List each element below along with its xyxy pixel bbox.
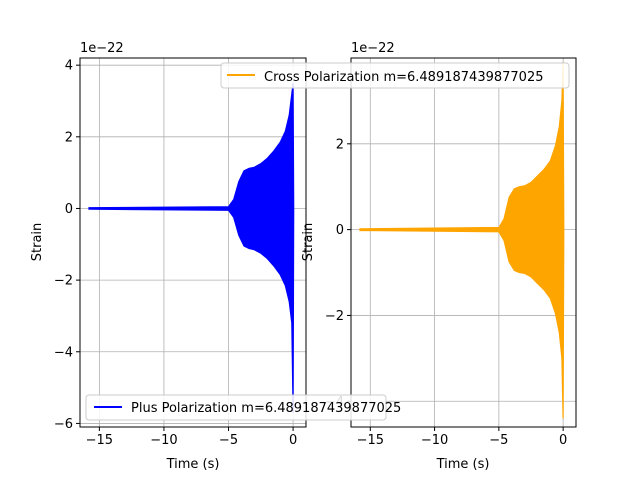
right-x-tick-label: −15	[357, 433, 384, 448]
right-legend-label: Cross Polarization m=6.489187439877025	[264, 70, 543, 85]
right-x-axis-label: Time (s)	[436, 457, 490, 472]
left-y-tick-label: 4	[65, 59, 73, 74]
left-x-axis-label: Time (s)	[166, 457, 220, 472]
left-x-tick-label: −15	[86, 433, 113, 448]
right-strain-envelope	[359, 62, 565, 419]
right-y-tick-label: 0	[336, 223, 344, 238]
left-y-tick-label: −6	[54, 417, 73, 432]
left-y-tick-label: 2	[65, 130, 73, 145]
left-legend: Plus Polarization m=6.489187439877025	[85, 394, 401, 421]
left-y-tick-label: −2	[54, 274, 73, 289]
right-y-tick-label: 2	[336, 137, 344, 152]
right-legend-box	[220, 62, 570, 89]
left-legend-box	[85, 394, 387, 421]
right-plot-area	[359, 62, 565, 419]
left-x-tick-label: −5	[219, 433, 238, 448]
left-y-tick-label: −4	[54, 345, 73, 360]
right-legend: Cross Polarization m=6.489187439877025	[220, 62, 570, 89]
left-y-tick-label: 0	[65, 202, 73, 217]
right-x-tick-label: 0	[559, 433, 567, 448]
left-strain-envelope	[88, 83, 295, 413]
right-y-axis-label: Strain	[301, 223, 316, 262]
left-subplot: −15 −10 −5 0 −6 −4 −2 0 2 4 1e−22 Time (s) Strain	[30, 41, 307, 472]
left-axes-frame	[79, 57, 307, 428]
right-subplot: −15−10−50−4−202 1e−22 Time (s) Strain	[301, 41, 577, 472]
left-ticks: −15 −10 −5 0 −6 −4 −2 0 2 4	[54, 59, 297, 448]
left-y-axis-label: Strain	[30, 223, 45, 262]
right-y-tick-label: −2	[325, 309, 344, 324]
right-axes-frame	[350, 57, 577, 428]
left-x-tick-label: 0	[289, 433, 297, 448]
right-offset-label: 1e−22	[351, 41, 395, 56]
left-offset-label: 1e−22	[80, 41, 124, 56]
right-x-tick-label: −5	[489, 433, 508, 448]
left-legend-label: Plus Polarization m=6.489187439877025	[131, 401, 401, 416]
right-x-tick-label: −10	[421, 433, 448, 448]
left-plot-area	[88, 83, 295, 413]
left-x-tick-label: −10	[150, 433, 177, 448]
